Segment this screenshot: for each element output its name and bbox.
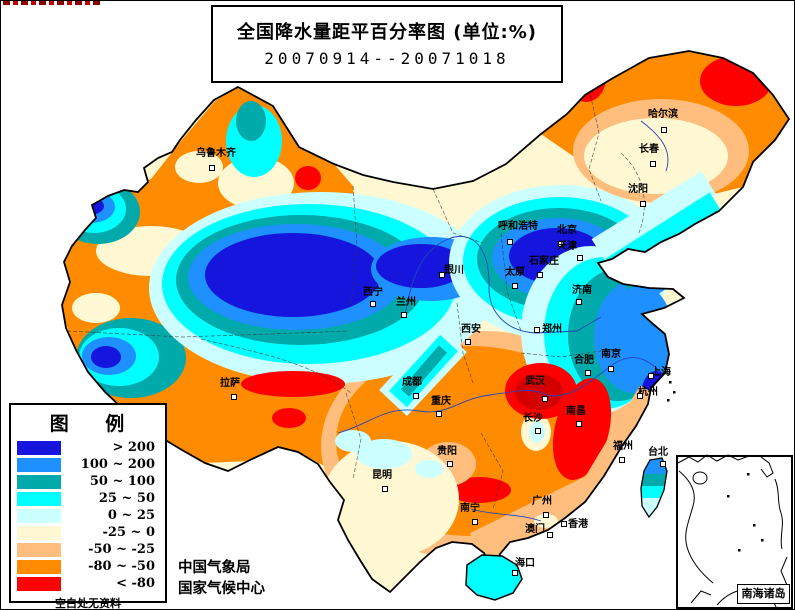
legend-swatch	[17, 458, 61, 472]
legend-item: 50 ~ 100	[17, 474, 155, 491]
credits: 中国气象局 国家气候中心	[178, 558, 265, 600]
legend-swatch	[17, 577, 61, 591]
china-outline	[61, 50, 791, 594]
legend-item: 0 ~ 25	[17, 508, 155, 525]
legend-label: 25 ~ 50	[98, 491, 155, 506]
legend: 图 例 > 200 100 ~ 200 50 ~ 100 25 ~ 50 0 ~ 25 -…	[9, 403, 167, 609]
legend-label: 0 ~ 25	[107, 508, 155, 523]
legend-item: < -80	[17, 576, 155, 593]
legend-item: -25 ~ 0	[17, 525, 155, 542]
legend-swatch	[17, 475, 61, 489]
province-borders	[66, 88, 645, 510]
legend-footnote: 空白处无资料	[55, 597, 121, 610]
inset-label: 南海诸岛	[737, 584, 790, 604]
coastal-islands	[667, 381, 676, 402]
legend-label: -80 ~ -50	[88, 559, 155, 574]
taiwan-island	[640, 457, 668, 519]
legend-swatch	[17, 492, 61, 506]
legend-swatch	[17, 560, 61, 574]
hainan-island	[465, 554, 523, 601]
legend-label: 50 ~ 100	[89, 474, 155, 489]
legend-label: 100 ~ 200	[80, 457, 155, 472]
rivers	[337, 120, 669, 522]
map-date-range: 20070914--20071018	[264, 49, 510, 68]
legend-label: -50 ~ -25	[88, 542, 155, 557]
legend-label: < -80	[116, 576, 155, 591]
legend-item: > 200	[17, 440, 155, 457]
south-china-sea-inset	[676, 454, 793, 609]
legend-swatch	[17, 543, 61, 557]
map-title: 全国降水量距平百分率图 (单位:%)	[237, 22, 537, 43]
legend-swatch	[17, 526, 61, 540]
legend-label: > 200	[112, 440, 155, 455]
legend-swatch	[17, 509, 61, 523]
map-title-box: 全国降水量距平百分率图 (单位:%) 20070914--20071018	[211, 5, 563, 83]
legend-item: 100 ~ 200	[17, 457, 155, 474]
legend-item: -80 ~ -50	[17, 559, 155, 576]
legend-item: -50 ~ -25	[17, 542, 155, 559]
legend-swatch	[17, 441, 61, 455]
legend-label: -25 ~ 0	[102, 525, 155, 540]
legend-items: > 200 100 ~ 200 50 ~ 100 25 ~ 50 0 ~ 25 -25 ~…	[11, 440, 165, 593]
clipped-red-text-artifact	[3, 1, 103, 5]
legend-item: 25 ~ 50	[17, 491, 155, 508]
credit-org-2: 国家气候中心	[178, 581, 265, 598]
credit-org-1: 中国气象局	[178, 560, 251, 576]
legend-title: 图 例	[49, 413, 127, 435]
